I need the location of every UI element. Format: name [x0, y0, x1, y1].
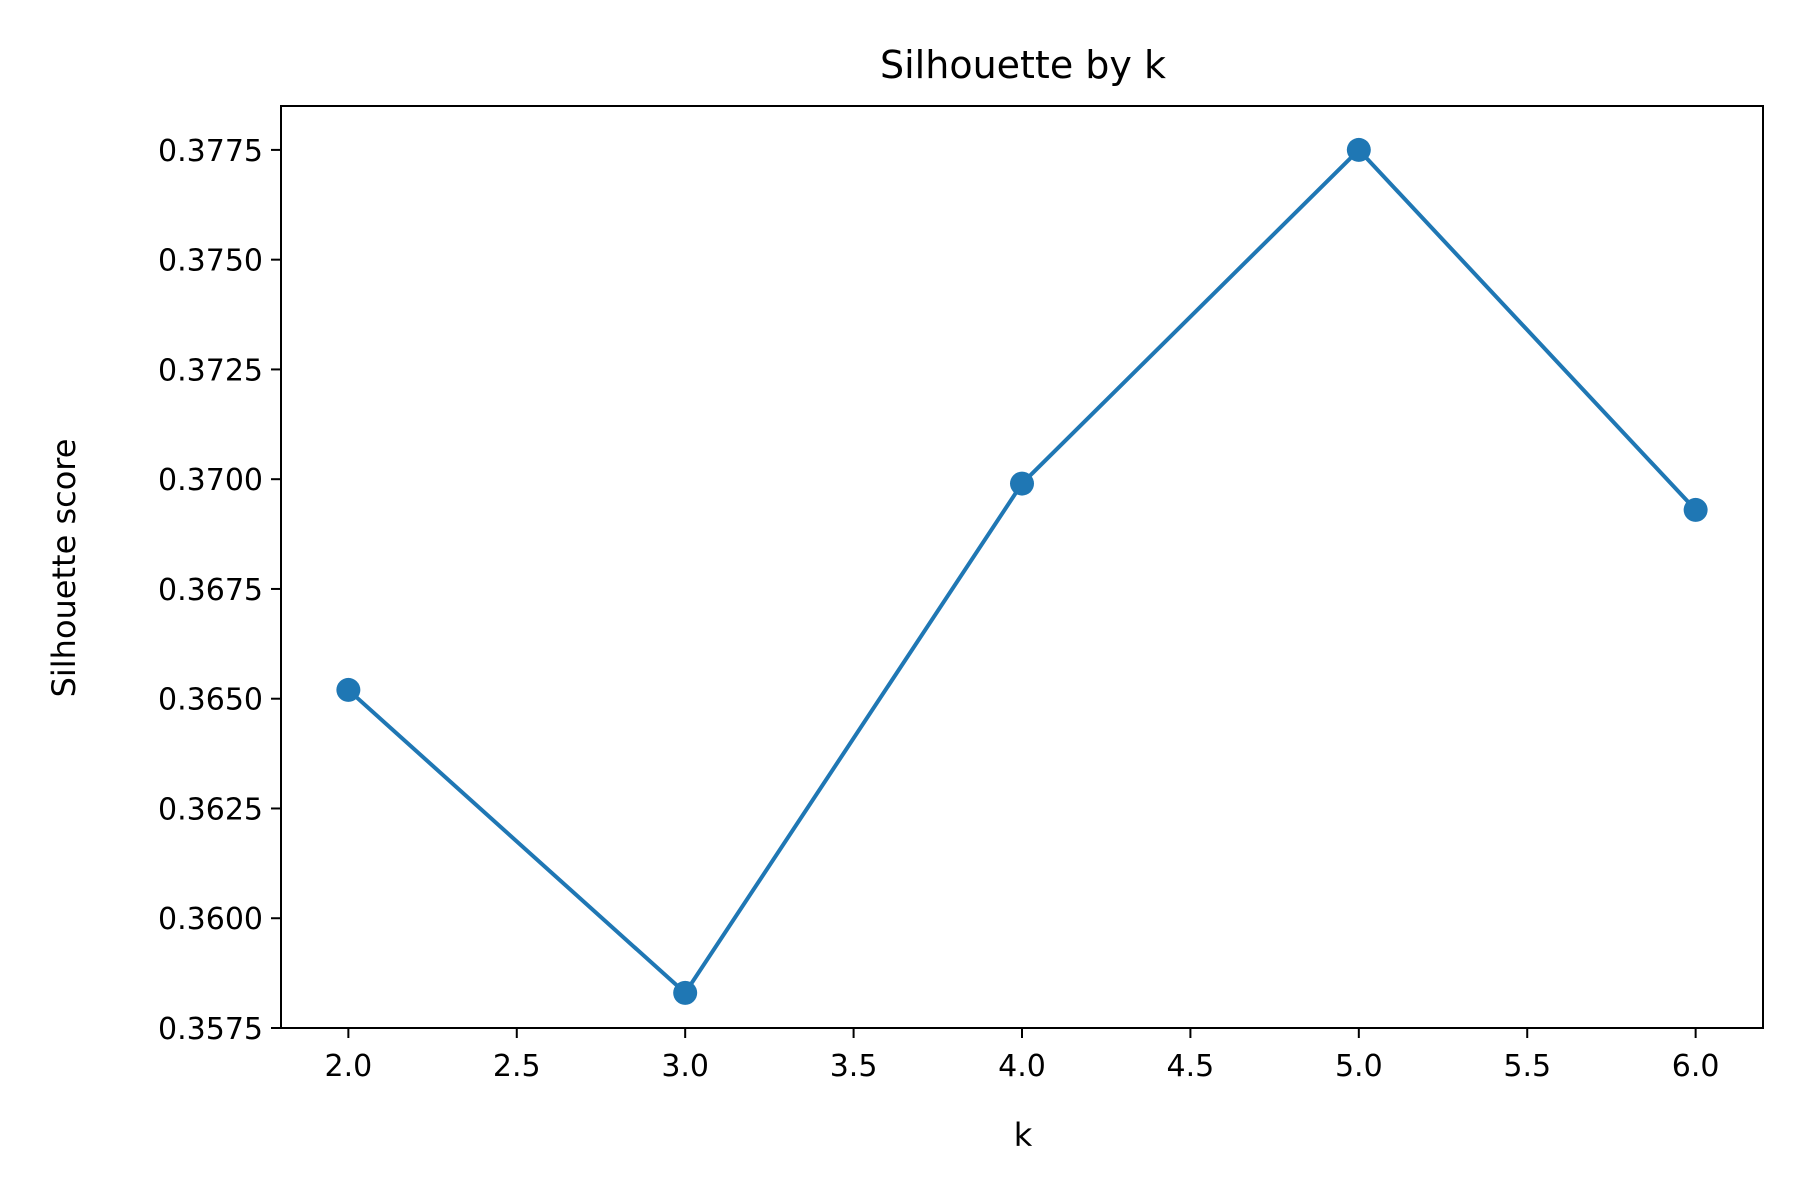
plot-frame [280, 105, 1764, 1029]
y-tick-label: 0.3700 [158, 463, 263, 498]
y-tick-label: 0.3725 [158, 353, 263, 388]
x-axis: 2.0 2.5 3.0 3.5 4.0 4.5 5.0 5.5 6.0 [325, 1028, 1720, 1084]
y-axis: 0.3575 0.3600 0.3625 0.3650 0.3675 0.3700 0.37… [158, 134, 281, 1047]
data-point [336, 677, 361, 702]
data-point [1010, 471, 1034, 496]
y-tick-label: 0.3675 [158, 573, 263, 608]
data-point [1346, 137, 1371, 162]
x-tick-label: 3.5 [830, 1049, 878, 1084]
x-tick-label: 4.5 [1167, 1049, 1215, 1084]
x-axis-label: k [1014, 1116, 1033, 1154]
x-tick-label: 2.5 [493, 1049, 541, 1084]
y-tick-label: 0.3750 [158, 244, 263, 279]
x-tick-label: 3.0 [661, 1049, 709, 1084]
x-tick-label: 5.5 [1503, 1049, 1551, 1084]
y-tick-label: 0.3575 [158, 1012, 263, 1047]
data-point [673, 980, 698, 1005]
y-tick-label: 0.3600 [158, 902, 263, 937]
data-point [1683, 497, 1708, 522]
y-tick-label: 0.3650 [158, 683, 263, 718]
x-tick-label: 2.0 [325, 1049, 373, 1084]
series-line [347, 147, 1698, 995]
y-tick-label: 0.3625 [158, 792, 263, 827]
x-tick-label: 4.0 [998, 1049, 1046, 1084]
y-axis-label: Silhouette score [45, 439, 83, 698]
plot-series [336, 137, 1708, 1005]
y-tick-label: 0.3775 [158, 134, 263, 169]
chart-title: Silhouette by k [880, 43, 1166, 87]
x-tick-label: 5.0 [1335, 1049, 1383, 1084]
x-tick-label: 6.0 [1672, 1049, 1720, 1084]
